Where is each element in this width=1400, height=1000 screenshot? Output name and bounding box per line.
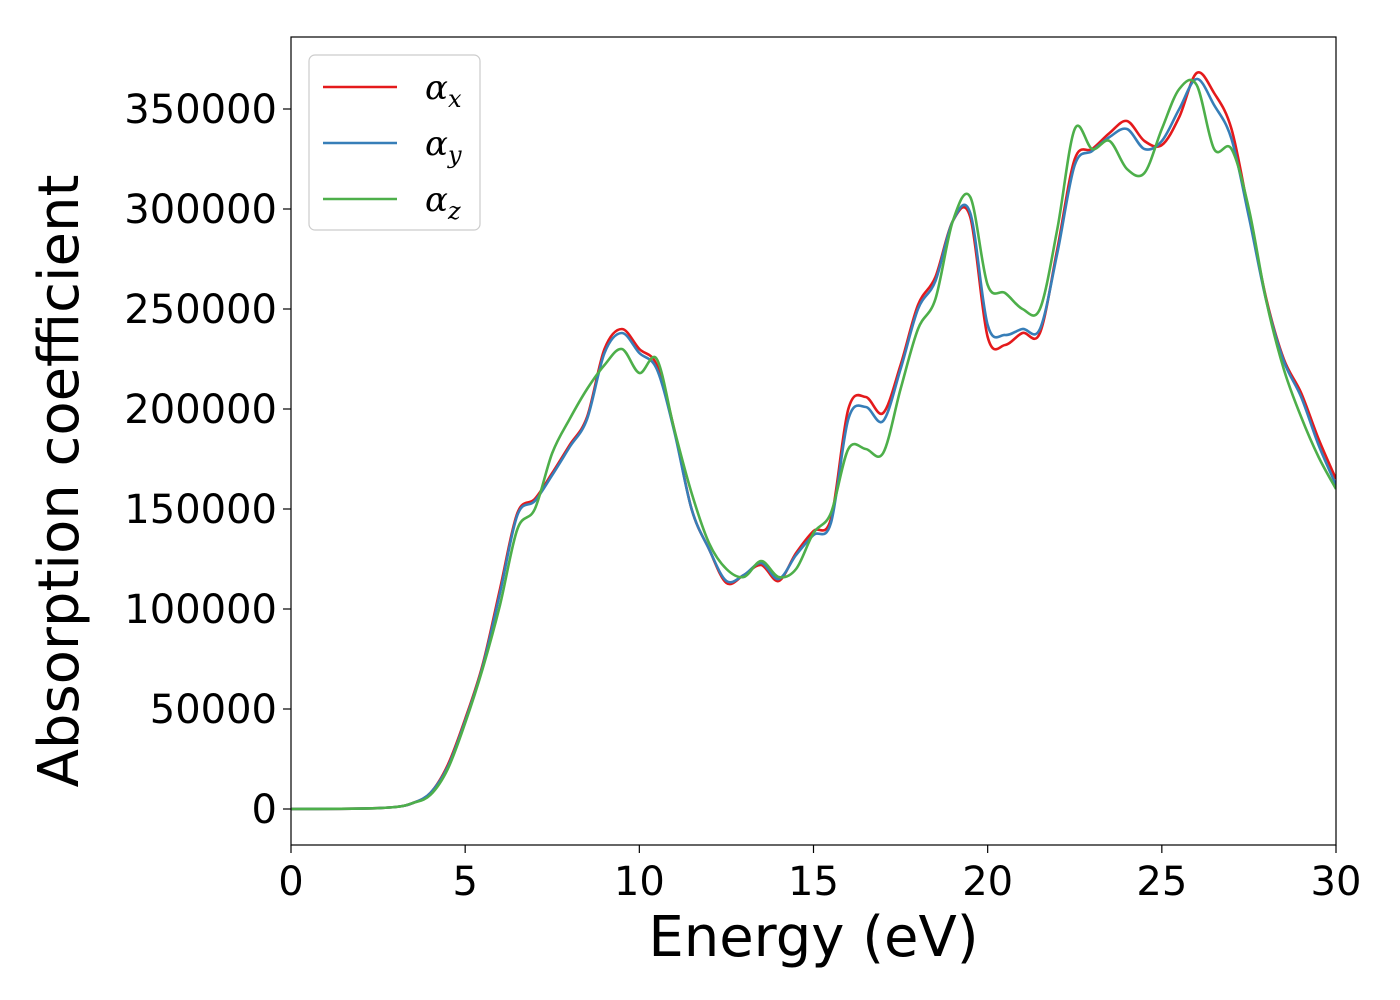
x-tick-label: 15 (788, 859, 839, 905)
legend-label-z: αz (425, 180, 461, 225)
x-axis-label: Energy (eV) (648, 905, 978, 970)
y-tick-label: 150000 (124, 487, 277, 533)
series-line-y (291, 77, 1336, 811)
series-layer (291, 71, 1336, 811)
x-tick-label: 20 (962, 859, 1013, 905)
x-tick-label: 0 (278, 859, 303, 905)
y-tick-label: 50000 (150, 687, 277, 733)
x-tick-label: 25 (1136, 859, 1187, 905)
series-line-z (291, 78, 1336, 811)
x-tick-label: 10 (614, 859, 665, 905)
y-tick-label: 0 (252, 787, 277, 833)
legend-label-y: αy (425, 124, 462, 169)
series-line-x (291, 71, 1336, 811)
y-tick-label: 100000 (124, 587, 277, 633)
x-axis: 0 5 10 15 20 25 30 (278, 845, 1361, 905)
y-tick-label: 300000 (124, 187, 277, 233)
legend-label-x: αx (425, 68, 462, 113)
y-tick-label: 250000 (124, 287, 277, 333)
y-axis: 0 50000 100000 150000 200000 250000 300000 3500… (124, 87, 291, 833)
x-tick-label: 30 (1311, 859, 1362, 905)
x-tick-label: 5 (452, 859, 477, 905)
y-axis-label: Absorption coefficient (27, 175, 92, 788)
y-tick-label: 350000 (124, 87, 277, 133)
legend: αx αy αz (308, 54, 481, 231)
y-tick-label: 200000 (124, 387, 277, 433)
